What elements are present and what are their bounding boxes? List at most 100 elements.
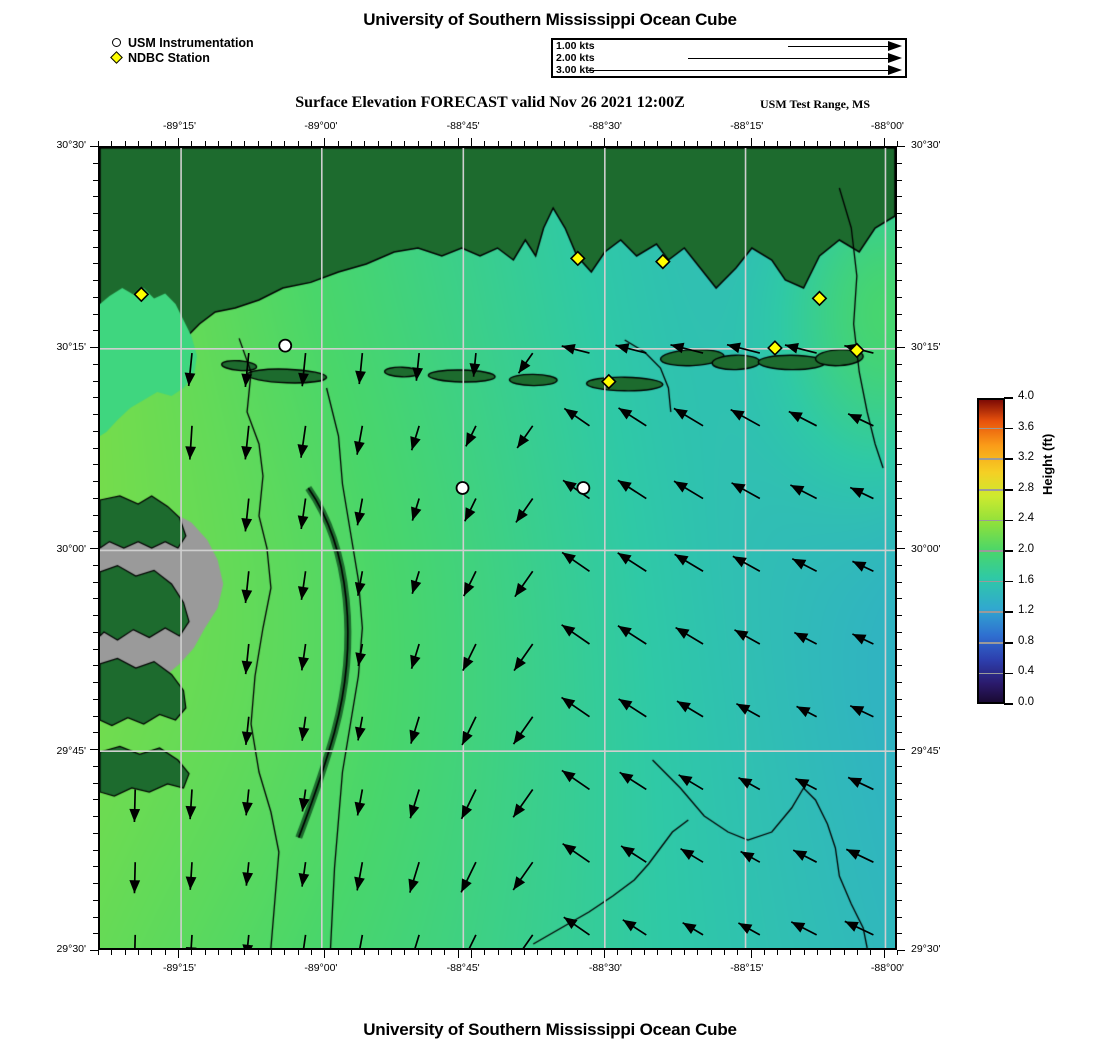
ndbc-station-marker[interactable] bbox=[600, 373, 617, 390]
current-vector-arrow bbox=[297, 498, 309, 530]
colorbar-tick bbox=[1004, 458, 1013, 460]
current-vector-arrow bbox=[617, 479, 647, 500]
current-vector-arrow bbox=[561, 769, 590, 791]
ndbc-station-marker[interactable] bbox=[655, 253, 671, 270]
region-label: USM Test Range, MS bbox=[760, 97, 871, 111]
current-vector-arrow bbox=[408, 861, 420, 893]
colorbar-separator bbox=[979, 611, 1003, 613]
current-vector-arrow bbox=[512, 788, 534, 818]
current-vector-arrow bbox=[185, 789, 197, 820]
colorbar-tick-label: 2.8 bbox=[1018, 481, 1034, 494]
map-vector-overlay bbox=[100, 148, 895, 948]
velocity-scale-row-1: 1.00 kts bbox=[553, 40, 905, 53]
current-vector-arrow bbox=[522, 934, 534, 948]
current-vector-arrow bbox=[512, 716, 534, 745]
colorbar-tick-label: 0.4 bbox=[1018, 665, 1034, 678]
legend-label-usm: USM Instrumentation bbox=[128, 36, 254, 50]
current-vector-arrow bbox=[408, 789, 420, 819]
current-vector-arrow bbox=[241, 643, 253, 675]
current-vector-arrow bbox=[462, 643, 477, 672]
velocity-scale-label-1: 1.00 kts bbox=[556, 40, 595, 52]
current-vector-arrow bbox=[622, 919, 647, 936]
current-vector-arrow bbox=[852, 633, 874, 645]
current-vector-arrow bbox=[414, 934, 420, 948]
current-vector-arrow bbox=[134, 934, 137, 948]
current-vector-arrow bbox=[680, 847, 704, 863]
velocity-scale-label-3: 3.00 kts bbox=[556, 64, 595, 76]
velocity-scale-line-1 bbox=[788, 46, 888, 48]
current-vector-arrow bbox=[847, 776, 874, 791]
current-vector-arrow bbox=[561, 696, 590, 718]
colorbar-tick bbox=[1004, 672, 1013, 675]
current-vector-arrow bbox=[241, 353, 253, 388]
colorbar-tick bbox=[1004, 427, 1013, 430]
current-vector-arrow bbox=[297, 571, 309, 600]
colorbar-tick-label: 3.6 bbox=[1018, 420, 1034, 433]
velocity-scale-line-2 bbox=[688, 58, 888, 60]
ndbc-station-marker[interactable] bbox=[848, 342, 865, 359]
current-vector-arrow bbox=[354, 571, 366, 596]
current-vector-arrow bbox=[673, 407, 704, 427]
colorbar-tick-label: 1.2 bbox=[1018, 604, 1034, 617]
current-vector-arrow bbox=[793, 631, 818, 645]
colorbar-separator bbox=[979, 580, 1003, 583]
velocity-scale-row-2: 2.00 kts bbox=[553, 52, 905, 65]
colorbar-tick bbox=[1004, 397, 1013, 399]
current-vector-arrow bbox=[298, 862, 310, 887]
ndbc-station-marker[interactable] bbox=[811, 290, 828, 307]
colorbar-tick-label: 2.4 bbox=[1018, 512, 1034, 525]
current-vector-arrow bbox=[852, 560, 874, 573]
current-vector-arrow bbox=[410, 425, 421, 451]
current-vector-arrow bbox=[845, 848, 874, 863]
ndbc-station-marker[interactable] bbox=[133, 286, 150, 303]
current-vector-arrow bbox=[844, 920, 874, 936]
current-vector-arrow bbox=[674, 553, 704, 573]
current-vector-arrow bbox=[732, 555, 761, 573]
velocity-scale-row-3: 3.00 kts bbox=[553, 64, 905, 77]
forecast-map[interactable] bbox=[98, 146, 897, 950]
ndbc-station-marker[interactable] bbox=[767, 340, 783, 356]
circle-marker-icon bbox=[110, 36, 125, 51]
current-vector-arrow bbox=[563, 916, 590, 936]
usm-instrumentation-marker[interactable] bbox=[278, 338, 293, 353]
colorbar-tick bbox=[1004, 580, 1013, 583]
current-vector-arrow bbox=[241, 571, 253, 604]
current-vector-arrow bbox=[735, 702, 761, 718]
current-vector-arrow bbox=[410, 643, 421, 670]
ndbc-station-marker[interactable] bbox=[569, 250, 586, 267]
current-vector-arrow bbox=[184, 353, 196, 387]
colorbar-separator bbox=[979, 427, 1003, 430]
current-vector-arrow bbox=[512, 861, 534, 891]
current-vector-arrow bbox=[185, 934, 197, 948]
current-vector-arrow bbox=[561, 624, 590, 645]
current-vector-arrow bbox=[847, 413, 874, 427]
current-vector-arrow bbox=[784, 342, 817, 354]
current-vector-arrow bbox=[730, 408, 761, 427]
current-vector-arrow bbox=[619, 771, 647, 791]
current-vector-arrow bbox=[409, 716, 420, 744]
current-vector-arrow bbox=[359, 934, 364, 948]
current-vector-arrow bbox=[298, 716, 310, 741]
arrow-head-icon bbox=[888, 65, 902, 75]
current-vector-arrow bbox=[792, 849, 818, 863]
usm-instrumentation-marker[interactable] bbox=[576, 481, 591, 495]
colorbar-separator bbox=[979, 550, 1003, 552]
current-vector-arrow bbox=[740, 850, 761, 863]
current-vector-arrow bbox=[355, 353, 366, 385]
current-vector-arrow bbox=[411, 498, 422, 521]
usm-instrumentation-marker[interactable] bbox=[455, 481, 470, 495]
colorbar-separator bbox=[979, 489, 1003, 491]
colorbar-tick-label: 2.0 bbox=[1018, 543, 1034, 555]
current-vector-arrow bbox=[675, 626, 704, 645]
current-vector-arrow bbox=[469, 353, 481, 377]
legend-item-usm-instrumentation: USM Instrumentation bbox=[110, 36, 254, 51]
current-vector-arrow bbox=[790, 921, 818, 936]
current-vector-arrow bbox=[354, 498, 366, 526]
current-vector-arrow bbox=[673, 480, 704, 500]
current-vector-arrow bbox=[241, 425, 253, 460]
colorbar-tick bbox=[1004, 703, 1013, 705]
colorbar-tick bbox=[1004, 550, 1013, 552]
current-vector-arrow bbox=[129, 789, 141, 823]
current-vector-arrow bbox=[185, 425, 197, 460]
